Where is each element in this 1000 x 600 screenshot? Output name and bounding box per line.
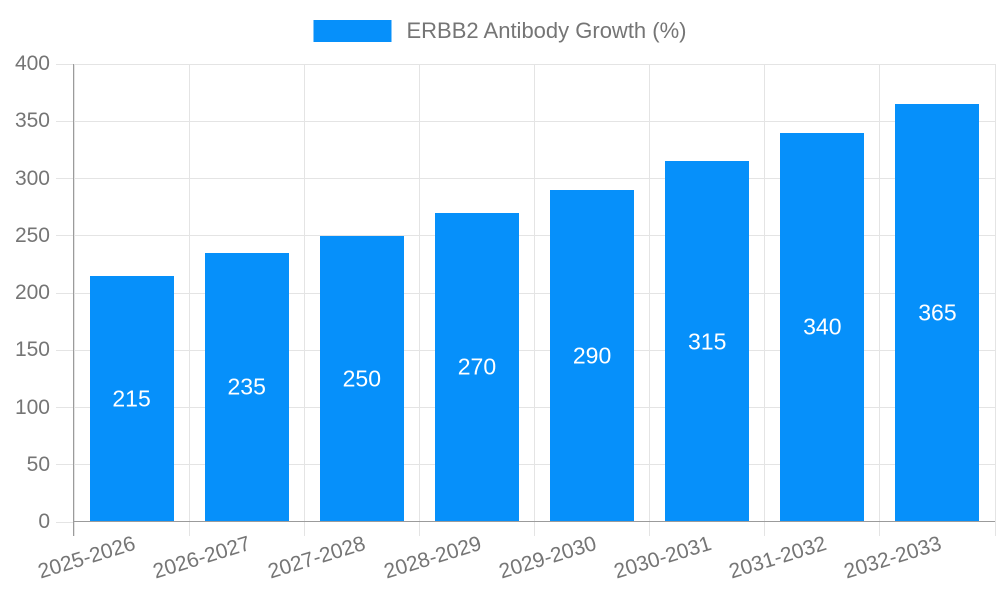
x-tick-label-text: 2028-2029 — [380, 532, 484, 584]
y-tick — [56, 464, 74, 466]
bar-value-label: 365 — [918, 299, 957, 326]
x-axis-line — [73, 521, 995, 522]
bar[interactable] — [319, 235, 404, 522]
y-tick — [56, 63, 74, 65]
x-gridline — [188, 64, 190, 522]
x-tick-label-text: 2025-2026 — [35, 532, 139, 584]
y-tick — [56, 292, 74, 294]
x-tick-label-text: 2029-2030 — [496, 532, 599, 584]
x-tick — [73, 522, 75, 536]
legend-item[interactable]: ERBB2 Antibody Growth (%) — [313, 18, 687, 44]
bar-value-label: 235 — [227, 373, 266, 400]
x-gridline — [879, 64, 881, 522]
y-tick — [56, 235, 74, 237]
bar[interactable] — [780, 132, 865, 522]
x-tick-label-text: 2031-2032 — [726, 532, 830, 584]
y-tick — [56, 521, 74, 523]
bar-value-label: 340 — [803, 313, 842, 340]
y-tick-label: 150 — [14, 338, 50, 362]
x-tick — [994, 522, 996, 536]
x-tick — [649, 522, 651, 536]
x-gridline — [764, 64, 766, 522]
x-gridline — [534, 64, 535, 522]
bar-value-label: 270 — [457, 353, 497, 380]
y-tick — [56, 120, 74, 122]
y-tick-label: 350 — [14, 109, 50, 133]
y-tick-label: 250 — [14, 223, 50, 247]
x-tick — [303, 522, 305, 536]
y-axis-line — [73, 64, 74, 536]
y-tick — [56, 178, 74, 179]
x-gridline — [994, 64, 996, 522]
legend-label: ERBB2 Antibody Growth (%) — [406, 18, 687, 43]
bar[interactable] — [204, 252, 289, 522]
y-tick-label: 200 — [14, 281, 50, 304]
x-gridline — [73, 64, 75, 522]
bar-value-label: 250 — [342, 365, 381, 392]
y-tick-label: 400 — [14, 52, 50, 75]
x-tick-label-text: 2032-2033 — [841, 532, 945, 584]
x-tick-label-text: 2026-2027 — [150, 532, 254, 584]
bar[interactable] — [895, 104, 980, 522]
y-tick-label: 50 — [26, 452, 50, 476]
x-tick-label-text: 2027-2028 — [265, 532, 369, 584]
bar[interactable] — [550, 189, 635, 522]
x-tick — [534, 522, 535, 536]
x-gridline — [649, 64, 651, 522]
x-gridline — [303, 64, 305, 522]
y-tick-label: 100 — [14, 395, 50, 419]
x-tick — [418, 522, 420, 536]
legend-swatch — [313, 20, 392, 42]
x-tick — [188, 522, 190, 536]
bar[interactable] — [665, 161, 750, 522]
x-gridline — [418, 64, 420, 522]
x-tick-label-text: 2030-2031 — [611, 532, 714, 584]
bar-value-label: 290 — [572, 342, 612, 369]
bar[interactable] — [89, 275, 174, 522]
bar[interactable] — [434, 212, 519, 522]
y-tick — [56, 349, 74, 351]
bar-value-label: 215 — [112, 385, 151, 412]
bar-value-label: 315 — [688, 328, 727, 355]
x-tick — [764, 522, 766, 536]
y-tick — [56, 407, 74, 408]
y-tick-label: 0 — [38, 510, 50, 533]
y-tick-label: 300 — [14, 166, 50, 190]
x-tick — [879, 522, 881, 536]
